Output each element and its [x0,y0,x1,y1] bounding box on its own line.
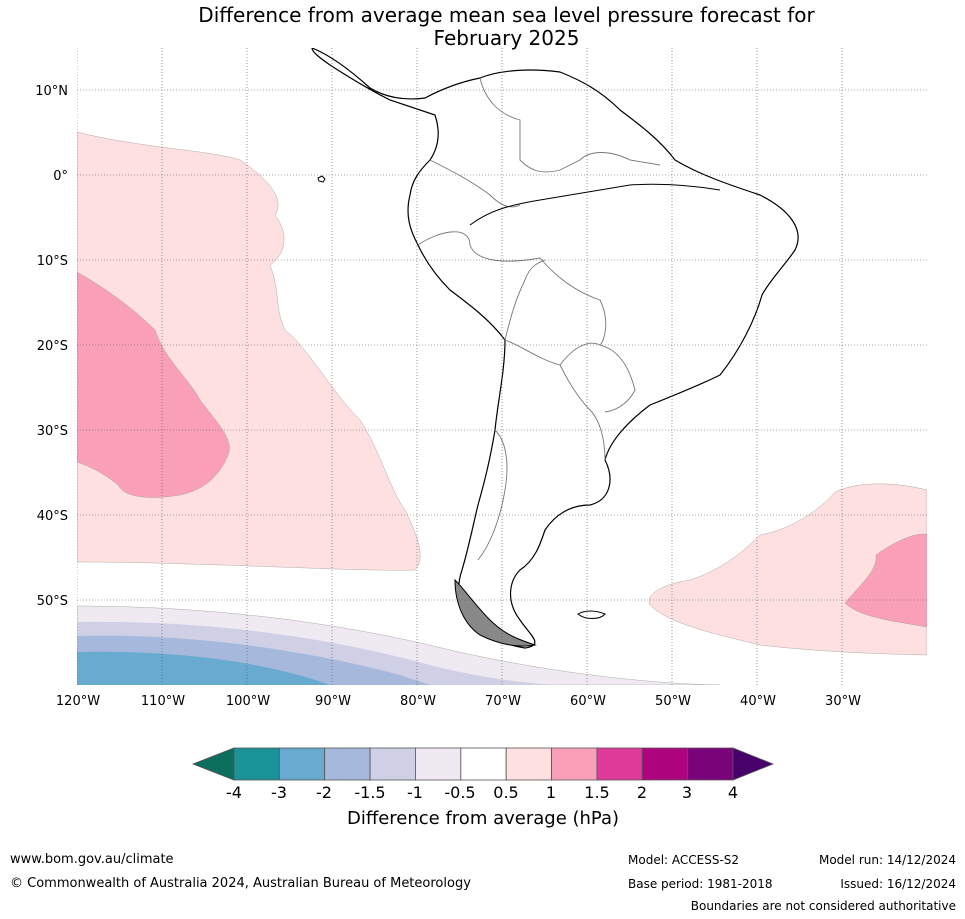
galapagos-islands [317,175,326,183]
anomaly-atlantic-1 [844,533,927,628]
falkland-islands [577,610,606,619]
amazon-river [469,183,721,226]
colorbar-tick: 1.5 [584,783,609,802]
title-line-1: Difference from average mean sea level p… [198,3,815,27]
lat-label: 10°N [35,84,68,99]
colorbar-tick: 2 [637,783,647,802]
colorbar-tick: -2 [316,783,332,802]
colorbar-cell [233,747,280,781]
country-borders [417,77,661,561]
band-minus-2 [77,651,330,685]
lon-label: 40°W [740,694,776,709]
colorbar-under-arrow [191,747,235,781]
footer-model: Model: ACCESS-S2 [628,853,740,867]
colorbar-tick: -1 [407,783,423,802]
gridlines [77,48,927,685]
colorbar-cell [505,747,552,781]
colorbar-over-arrow [732,747,775,781]
footer-issued: Issued: 16/12/2024 [840,877,956,891]
footer-website[interactable]: www.bom.gov.au/climate [10,852,174,867]
map-title: Difference from average mean sea level p… [0,4,965,50]
anomaly-atlantic-0-5 [648,483,927,656]
lon-label: 110°W [141,694,185,709]
lon-label: 50°W [655,694,691,709]
colorbar-cell [460,747,507,781]
footer-base-period: Base period: 1981-2018 [628,877,773,891]
colorbar-cell [687,747,734,781]
footer-copyright: © Commonwealth of Australia 2024, Austra… [10,876,471,891]
lon-label: 30°W [825,694,861,709]
lat-label: 20°S [37,339,68,354]
lat-label: 40°S [37,509,68,524]
map-figure: 10°N 0° 10°S 20°S 30°S 40°S 50°S 120°W 1… [35,48,927,709]
colorbar-tick: -1.5 [354,783,385,802]
south-america-landmass [311,48,799,649]
footer-model-run: Model run: 14/12/2024 [818,853,956,867]
colorbar-cell [369,747,416,781]
lon-label: 90°W [315,694,351,709]
longitude-labels: 120°W 110°W 100°W 90°W 80°W 70°W 60°W 50… [56,694,861,709]
latitude-labels: 10°N 0° 10°S 20°S 30°S 40°S 50°S [35,84,68,609]
lat-label: 0° [53,169,68,184]
lon-label: 100°W [226,694,270,709]
colorbar-tick: -3 [271,783,287,802]
colorbar-cell [415,747,462,781]
colorbar-title: Difference from average (hPa) [347,808,619,829]
colorbar-tick-labels: -4 -3 -2 -1.5 -1 -0.5 0.5 1 1.5 2 3 4 [226,783,738,802]
anomaly-pacific-1 [77,271,230,498]
colorbar-cell [641,747,689,781]
colorbar-cells [233,747,734,781]
colorbar-tick: 4 [728,783,738,802]
lat-label: 30°S [37,424,68,439]
lat-label: 10°S [37,254,68,269]
lon-label: 80°W [400,694,436,709]
colorbar: -4 -3 -2 -1.5 -1 -0.5 0.5 1 1.5 2 3 4 Di… [191,747,775,829]
lon-label: 120°W [56,694,100,709]
colorbar-tick: -0.5 [444,783,475,802]
colorbar-tick: 1 [546,783,556,802]
lat-label: 50°S [37,594,68,609]
colorbar-tick: 0.5 [493,783,518,802]
colorbar-cell [551,747,598,781]
colorbar-tick: 3 [682,783,692,802]
tierra-del-fuego [454,578,537,647]
colorbar-cell [596,747,643,781]
title-line-2: February 2025 [433,26,580,50]
lon-label: 60°W [570,694,606,709]
lon-label: 70°W [485,694,521,709]
colorbar-cell [324,747,371,781]
map-area [77,48,927,685]
colorbar-tick: -4 [226,783,242,802]
footer-boundaries-note: Boundaries are not considered authoritat… [690,899,956,913]
colorbar-cell [278,747,326,781]
